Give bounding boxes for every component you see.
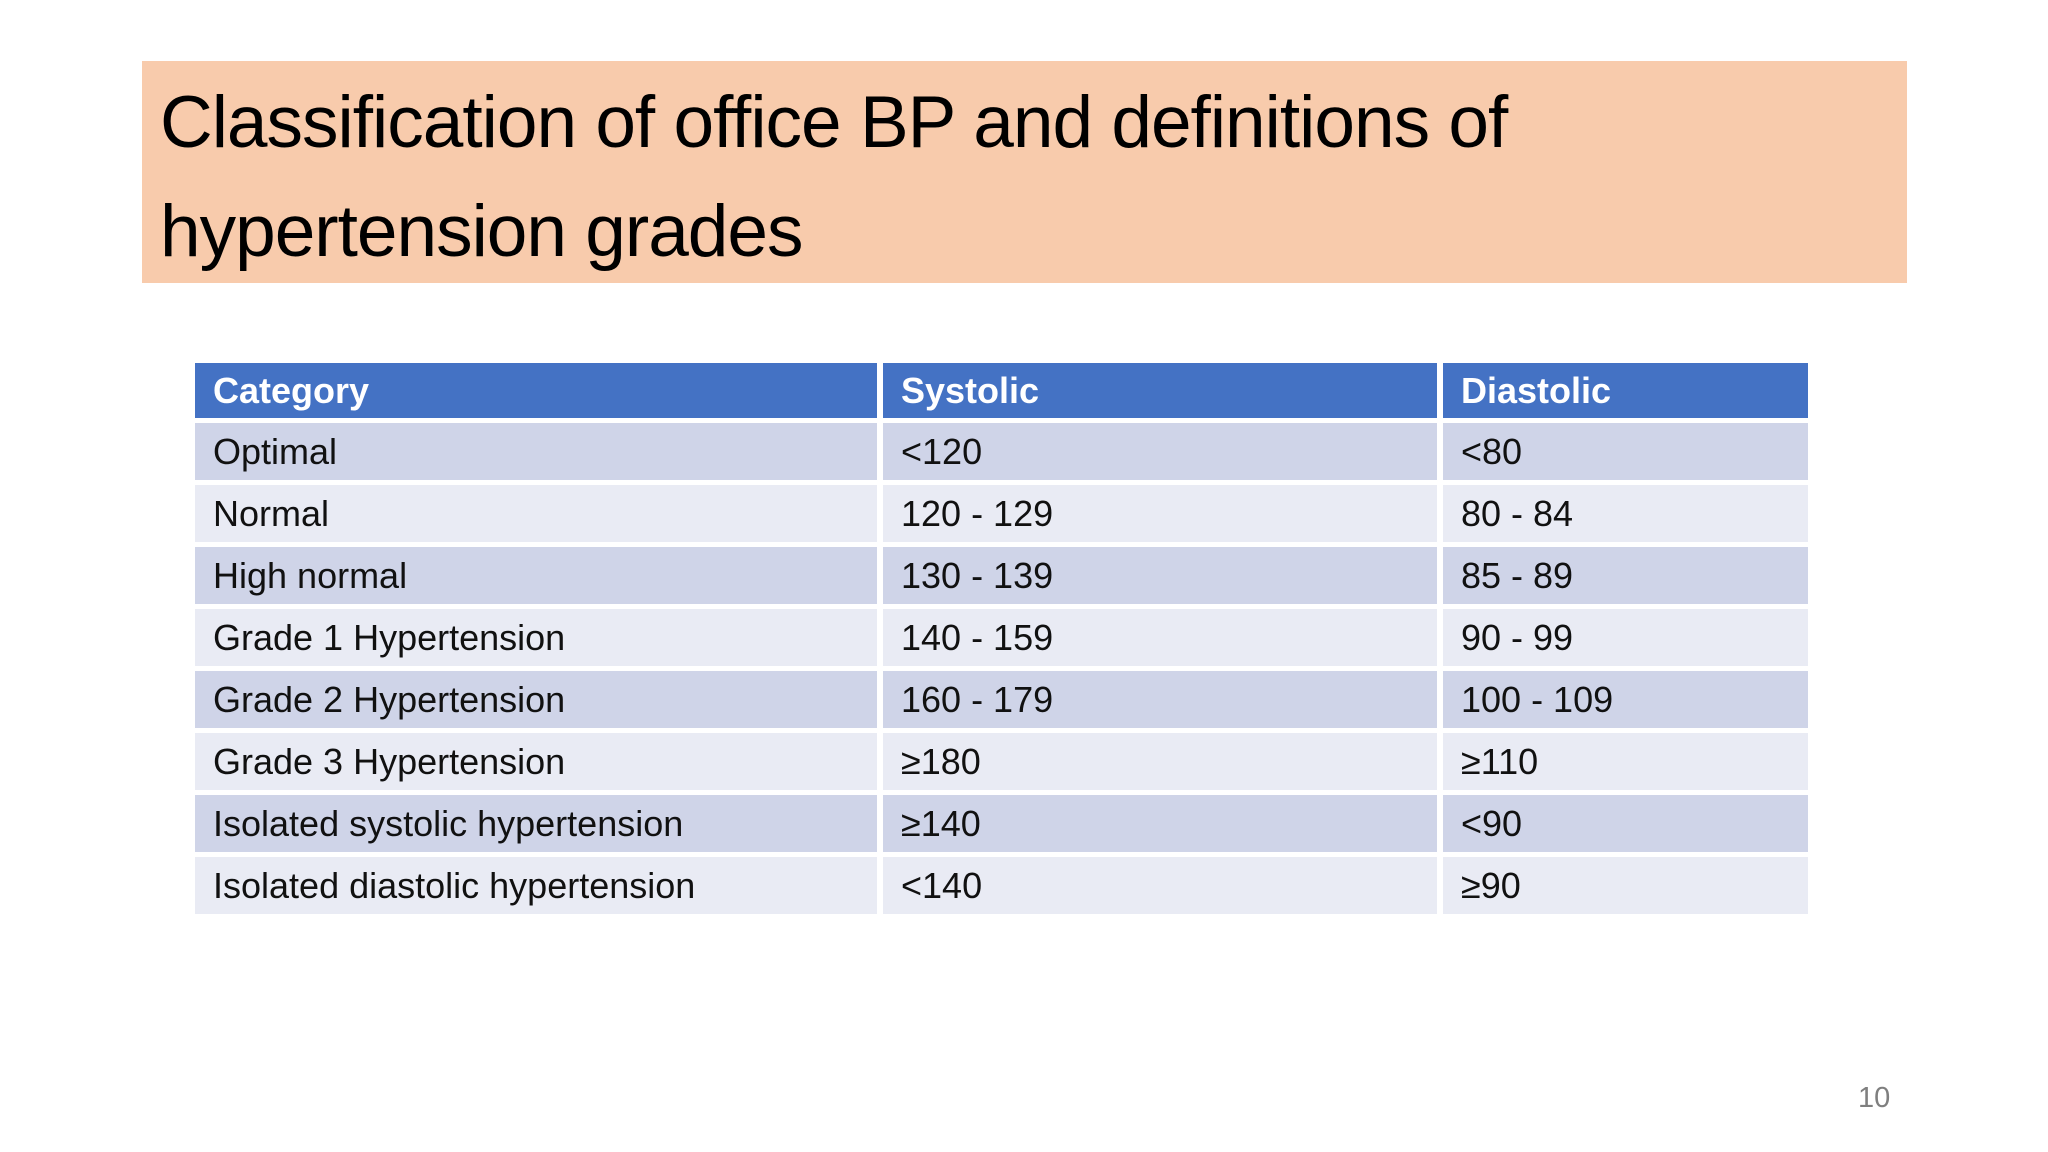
cell-systolic: 130 - 139 <box>883 547 1443 609</box>
cell-category: Isolated diastolic hypertension <box>195 857 883 919</box>
cell-diastolic: ≥110 <box>1443 733 1808 795</box>
table-row: Optimal <120 <80 <box>195 423 1808 485</box>
cell-category: High normal <box>195 547 883 609</box>
slide-title-block: Classification of office BP and definiti… <box>142 61 1907 283</box>
cell-diastolic: <80 <box>1443 423 1808 485</box>
cell-systolic: 160 - 179 <box>883 671 1443 733</box>
column-header-category: Category <box>195 363 883 423</box>
cell-systolic: ≥140 <box>883 795 1443 857</box>
cell-category: Optimal <box>195 423 883 485</box>
cell-category: Grade 3 Hypertension <box>195 733 883 795</box>
table-row: Isolated systolic hypertension ≥140 <90 <box>195 795 1808 857</box>
cell-diastolic: ≥90 <box>1443 857 1808 919</box>
cell-systolic: 120 - 129 <box>883 485 1443 547</box>
cell-diastolic: 100 - 109 <box>1443 671 1808 733</box>
table-row: Normal 120 - 129 80 - 84 <box>195 485 1808 547</box>
cell-diastolic: 85 - 89 <box>1443 547 1808 609</box>
table-row: High normal 130 - 139 85 - 89 <box>195 547 1808 609</box>
table-row: Grade 2 Hypertension 160 - 179 100 - 109 <box>195 671 1808 733</box>
cell-systolic: <120 <box>883 423 1443 485</box>
cell-systolic: <140 <box>883 857 1443 919</box>
table-row: Isolated diastolic hypertension <140 ≥90 <box>195 857 1808 919</box>
cell-category: Isolated systolic hypertension <box>195 795 883 857</box>
cell-systolic: 140 - 159 <box>883 609 1443 671</box>
column-header-systolic: Systolic <box>883 363 1443 423</box>
table-header-row: Category Systolic Diastolic <box>195 363 1808 423</box>
cell-systolic: ≥180 <box>883 733 1443 795</box>
bp-classification-table: Category Systolic Diastolic Optimal <120… <box>195 363 1808 919</box>
cell-category: Grade 1 Hypertension <box>195 609 883 671</box>
slide-title: Classification of office BP and definiti… <box>160 82 1508 272</box>
slide-page-number: 10 <box>1858 1082 1891 1114</box>
table-row: Grade 1 Hypertension 140 - 159 90 - 99 <box>195 609 1808 671</box>
cell-category: Grade 2 Hypertension <box>195 671 883 733</box>
cell-diastolic: 80 - 84 <box>1443 485 1808 547</box>
column-header-diastolic: Diastolic <box>1443 363 1808 423</box>
cell-diastolic: 90 - 99 <box>1443 609 1808 671</box>
cell-diastolic: <90 <box>1443 795 1808 857</box>
cell-category: Normal <box>195 485 883 547</box>
table-row: Grade 3 Hypertension ≥180 ≥110 <box>195 733 1808 795</box>
